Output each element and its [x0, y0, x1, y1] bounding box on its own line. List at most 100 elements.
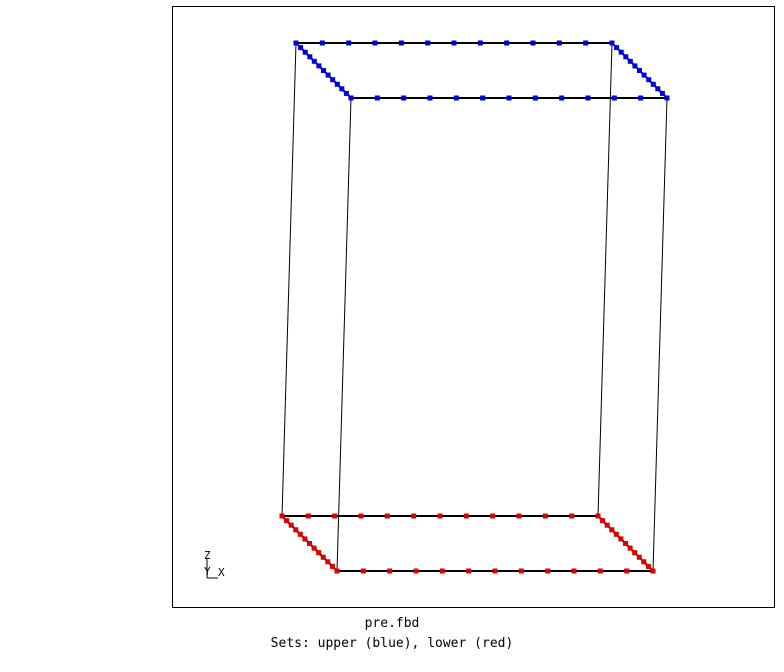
lower-node-marker [542, 513, 548, 519]
upper-node-marker [637, 68, 642, 73]
upper-node-marker [641, 72, 647, 78]
lower-node-marker [316, 550, 322, 556]
axis-triad: Z Y X [204, 549, 225, 579]
vertical-edge-front-left [336, 97, 352, 572]
lower-node-marker [284, 518, 290, 524]
upper-node-marker [451, 40, 457, 46]
vertical-edge-back-left [281, 42, 297, 517]
vertical-edge-back-right [597, 42, 613, 517]
upper-node-marker [427, 95, 433, 101]
upper-node-marker [330, 77, 336, 83]
lower-node-marker [645, 563, 651, 569]
lower-node-marker [358, 513, 364, 519]
upper-node-marker [504, 40, 510, 46]
lower-node-marker [334, 568, 340, 574]
upper-node-marker [480, 95, 486, 101]
lower-node-marker [288, 522, 294, 528]
upper-node-marker [532, 95, 538, 101]
lower-node-marker [297, 531, 303, 537]
lower-node-marker [360, 568, 366, 574]
upper-node-marker [530, 40, 536, 46]
lower-node-marker [384, 513, 390, 519]
upper-node-marker [611, 95, 617, 101]
upper-node-marker [302, 49, 308, 55]
lower-node-marker [329, 563, 335, 569]
lower-node-marker [641, 559, 647, 565]
lower-set-nodes [279, 513, 656, 574]
upper-node-marker [334, 81, 340, 87]
sets-legend-label: Sets: upper (blue), lower (red) [270, 636, 514, 651]
lower-node-marker [650, 568, 656, 574]
upper-node-marker [506, 95, 512, 101]
lower-node-marker [439, 568, 445, 574]
upper-node-marker [556, 40, 562, 46]
triad-x-label: X [218, 566, 225, 579]
upper-node-marker [609, 40, 615, 46]
upper-node-marker [627, 58, 633, 64]
lower-node-marker [307, 541, 312, 546]
lower-node-marker [609, 527, 615, 533]
triad-z-label: Z [204, 549, 211, 562]
upper-node-marker [477, 40, 483, 46]
lower-node-marker [636, 554, 642, 560]
upper-node-marker [614, 45, 620, 51]
lower-node-marker [302, 536, 308, 542]
lower-node-marker [413, 568, 419, 574]
lower-node-marker [492, 568, 498, 574]
lower-node-marker [279, 513, 285, 519]
upper-node-marker [348, 95, 354, 101]
upper-node-marker [559, 95, 565, 101]
lower-node-marker [387, 568, 393, 574]
vertical-edge-front-right [652, 97, 668, 572]
lower-node-marker [516, 513, 522, 519]
lower-node-marker [411, 513, 417, 519]
upper-node-marker [319, 40, 325, 46]
upper-set-nodes [293, 40, 670, 101]
lower-node-marker [618, 536, 624, 542]
upper-node-marker [623, 54, 629, 60]
lower-node-marker [490, 513, 496, 519]
lower-node-marker [624, 568, 630, 574]
upper-node-marker [453, 95, 459, 101]
upper-node-marker [293, 40, 299, 46]
upper-node-marker [585, 95, 591, 101]
upper-node-marker [339, 86, 345, 92]
lower-node-marker [569, 513, 575, 519]
upper-node-marker [311, 58, 317, 64]
upper-node-marker [646, 77, 652, 83]
upper-node-marker [655, 86, 661, 92]
lower-node-marker [466, 568, 472, 574]
upper-node-marker [298, 45, 304, 51]
lower-node-marker [627, 545, 633, 551]
upper-node-marker [316, 63, 322, 69]
upper-node-marker [659, 90, 665, 96]
lower-node-marker [518, 568, 524, 574]
box-wireframe [281, 42, 668, 572]
upper-node-marker [372, 40, 378, 46]
upper-node-marker [632, 63, 638, 69]
lower-node-marker [595, 513, 601, 519]
upper-node-marker [618, 49, 624, 55]
lower-node-marker [632, 550, 638, 556]
upper-node-marker [321, 68, 326, 73]
upper-node-marker [307, 54, 313, 60]
lower-node-marker [545, 568, 551, 574]
triad-y-label: Y [204, 565, 211, 578]
upper-node-marker [343, 90, 349, 96]
upper-node-marker [325, 72, 331, 78]
upper-node-marker [374, 95, 380, 101]
lower-node-marker [597, 568, 603, 574]
lower-node-marker [571, 568, 577, 574]
lower-node-marker [293, 527, 299, 533]
lower-node-marker [325, 559, 331, 565]
lower-node-marker [332, 513, 338, 519]
upper-node-marker [346, 40, 352, 46]
lower-node-marker [600, 518, 606, 524]
upper-node-marker [664, 95, 670, 101]
lower-node-marker [320, 554, 326, 560]
lower-node-marker [463, 513, 469, 519]
lower-node-marker [613, 531, 619, 537]
lower-node-marker [604, 522, 610, 528]
upper-node-marker [583, 40, 589, 46]
